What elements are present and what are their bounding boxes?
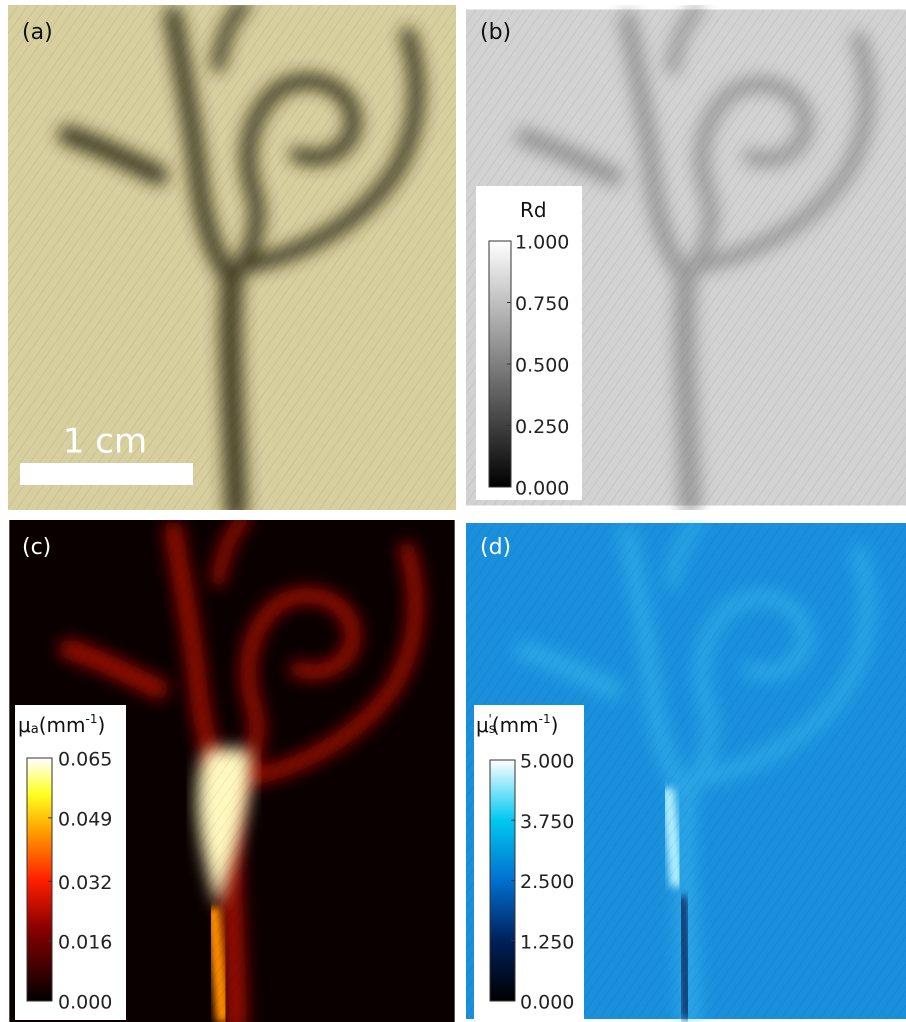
- colorbar-title-part: (mm: [492, 713, 539, 737]
- figure: 1 cm (a) (b) Rd 1.000 0.750 0.500 0.250 0.000 (c…: [0, 0, 906, 1022]
- colorbar-title-part: ): [551, 713, 559, 737]
- colorbar-gradient: [27, 758, 52, 1001]
- colorbar-title: Rd: [520, 198, 547, 222]
- colorbar-title-part: (mm: [39, 713, 86, 737]
- colorbar-tick-label: 1.250: [520, 931, 574, 953]
- colorbar-tick-label: 5.000: [520, 751, 574, 773]
- colorbar-tick-label: 0.000: [58, 992, 112, 1014]
- colorbar-tick-label: 0.065: [58, 749, 112, 771]
- colorbar-tick-label: 0.250: [515, 416, 569, 438]
- scale-bar-label: 1 cm: [63, 422, 147, 462]
- colorbar-tick-label: 3.750: [520, 811, 574, 833]
- colorbar-tick-label: 0.000: [515, 478, 569, 500]
- colorbar-tick-label: 0.032: [58, 872, 112, 894]
- panel-label: (b): [480, 20, 511, 45]
- colorbar-title-part: a: [31, 722, 39, 737]
- panel-label: (d): [480, 535, 511, 560]
- colorbar-title-part: -1: [539, 712, 551, 726]
- colorbar-title-part: ): [97, 713, 105, 737]
- page: 1 cm (a) (b) Rd 1.000 0.750 0.500 0.250 0.000 (c…: [0, 0, 906, 1022]
- panel-label: (a): [22, 20, 53, 45]
- colorbar-title-part: μ: [476, 713, 489, 737]
- colorbar-title-part: μ: [18, 713, 31, 737]
- panel-label: (c): [22, 535, 51, 560]
- colorbar-tick-label: 2.500: [520, 871, 574, 893]
- colorbar-tick-label: 0.049: [58, 808, 112, 830]
- colorbar-tick-label: 0.750: [515, 293, 569, 315]
- colorbar-tick-label: 0.500: [515, 355, 569, 377]
- colorbar-tick-label: 0.016: [58, 932, 112, 954]
- scale-bar: [20, 463, 193, 485]
- colorbar-title-part: -1: [85, 712, 97, 726]
- colorbar-title-part: Rd: [520, 198, 547, 222]
- colorbar-tick-label: 0.000: [520, 992, 574, 1014]
- colorbar-tick-label: 1.000: [515, 232, 569, 254]
